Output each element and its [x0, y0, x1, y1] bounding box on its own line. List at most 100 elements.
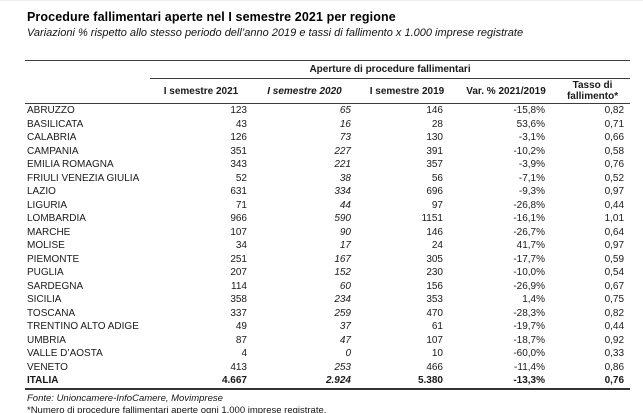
- region-cell: VALLE D’AOSTA: [27, 348, 103, 359]
- table-row: UMBRIA 87 47 107 -18,7% 0,92: [25, 334, 630, 348]
- value-cell: 305: [426, 253, 443, 265]
- table-row: PUGLIA 207 152 230 -10,0% 0,54: [25, 266, 630, 280]
- region-cell: ABRUZZO: [27, 105, 75, 116]
- value-cell: 413: [230, 361, 247, 373]
- value-cell: 73: [339, 132, 351, 143]
- column-header-row: I semestre 2021 I semestre 2020 I semest…: [25, 78, 631, 104]
- value-cell: 0,44: [604, 321, 625, 332]
- value-cell: 114: [231, 280, 247, 292]
- region-cell: SARDEGNA: [27, 280, 84, 292]
- table-row: TOSCANA 337 259 470 -28,3% 0,82: [25, 307, 630, 321]
- region-cell: UMBRIA: [27, 334, 66, 346]
- value-cell: 631: [230, 186, 247, 197]
- value-cell: -17,7%: [513, 253, 545, 265]
- region-cell: LOMBARDIA: [27, 213, 86, 224]
- value-cell: 353: [426, 294, 443, 305]
- value-cell: 47: [339, 334, 351, 346]
- value-cell: -19,7%: [513, 321, 545, 332]
- value-cell: -16,1%: [513, 213, 545, 224]
- value-cell: 343: [230, 159, 247, 170]
- value-cell: 391: [426, 145, 443, 157]
- value-cell: 0,54: [604, 267, 625, 278]
- table-body: ABRUZZO 123 65 146 -15,8% 0,82 BASILICATA 43 16 2…: [25, 104, 630, 375]
- value-cell: 0,92: [604, 334, 625, 346]
- value-cell: 146: [426, 105, 443, 116]
- column-header-tasso: Tasso di fallimento*: [555, 78, 631, 104]
- column-header-2021: I semestre 2021: [150, 78, 252, 104]
- table-footnotes: Fonte: Unioncamere-InfoCamere, Movimpres…: [25, 390, 630, 413]
- value-cell: 123: [230, 105, 247, 116]
- table-row: LIGURIA 71 44 97 -26,8% 0,44: [25, 199, 630, 213]
- table-row: MOLISE 34 17 24 41,7% 0,97: [25, 239, 630, 253]
- value-cell: 590: [334, 213, 351, 224]
- value-cell: 0,97: [604, 240, 625, 251]
- region-cell: VENETO: [27, 361, 68, 373]
- value-cell: 4: [241, 348, 247, 359]
- value-cell: 38: [339, 172, 351, 184]
- value-cell: 221: [334, 159, 351, 170]
- value-cell: 334: [334, 186, 351, 197]
- value-cell: 156: [426, 280, 443, 292]
- value-cell: 0,67: [604, 280, 625, 292]
- page-subtitle: Variazioni % rispetto allo stesso period…: [27, 27, 524, 39]
- value-cell: 41,7%: [516, 240, 545, 251]
- region-cell: FRIULI VENEZIA GIULIA: [27, 172, 140, 184]
- value-cell: -10,0%: [513, 267, 545, 278]
- region-cell: CALABRIA: [27, 132, 77, 143]
- value-cell: 466: [426, 361, 443, 373]
- total-value-cell: 0,76: [555, 374, 631, 390]
- region-cell: CAMPANIA: [27, 145, 79, 157]
- value-cell: 34: [235, 240, 247, 251]
- value-cell: 44: [339, 199, 351, 211]
- group-header: Aperture di procedure fallimentari: [150, 60, 631, 79]
- table-row: MARCHE 107 90 146 -26,7% 0,64: [25, 226, 630, 240]
- value-cell: 0,59: [604, 253, 625, 265]
- value-cell: -7,1%: [518, 172, 545, 184]
- value-cell: -15,8%: [513, 105, 545, 116]
- value-cell: 230: [426, 267, 443, 278]
- table-row: PIEMONTE 251 167 305 -17,7% 0,59: [25, 253, 630, 267]
- value-cell: 1,01: [604, 213, 625, 224]
- value-cell: 107: [230, 226, 247, 238]
- region-cell: EMILIA ROMAGNA: [27, 159, 114, 170]
- total-value-cell: 4.667: [150, 374, 252, 390]
- table-row: ABRUZZO 123 65 146 -15,8% 0,82: [25, 104, 630, 118]
- table-row: FRIULI VENEZIA GIULIA 52 38 56 -7,1% 0,52: [25, 172, 630, 186]
- bankruptcy-table: Aperture di procedure fallimentari I sem…: [25, 60, 631, 390]
- table-row: VALLE D’AOSTA 4 0 10 -60,0% 0,33: [25, 347, 630, 361]
- region-column-header: [25, 78, 150, 104]
- region-cell: MOLISE: [27, 240, 65, 251]
- table-row: EMILIA ROMAGNA 343 221 357 -3,9% 0,76: [25, 158, 630, 172]
- table-row: CALABRIA 126 73 130 -3,1% 0,66: [25, 131, 630, 145]
- value-cell: 43: [235, 118, 247, 130]
- page-title: Procedure fallimentari aperte nel I seme…: [27, 10, 396, 24]
- value-cell: 130: [426, 132, 443, 143]
- empty-corner-cell: [25, 61, 150, 79]
- column-header-var: Var. % 2021/2019: [457, 78, 555, 104]
- table-row: LOMBARDIA 966 590 1151 -16,1% 1,01: [25, 212, 630, 226]
- value-cell: 97: [431, 199, 443, 211]
- value-cell: 251: [230, 253, 247, 265]
- value-cell: 167: [334, 253, 351, 265]
- value-cell: 357: [426, 159, 443, 170]
- table-total: ITALIA 4.667 2.924 5.380 -13,3% 0,76: [25, 374, 631, 390]
- table-row: TRENTINO ALTO ADIGE 49 37 61 -19,7% 0,44: [25, 320, 630, 334]
- value-cell: -10,2%: [513, 145, 545, 157]
- value-cell: -26,8%: [513, 199, 545, 211]
- region-cell: LAZIO: [27, 186, 56, 197]
- value-cell: 0,33: [604, 348, 625, 359]
- value-cell: 0,82: [604, 105, 625, 116]
- value-cell: 0,97: [604, 186, 625, 197]
- value-cell: 1151: [421, 213, 443, 224]
- asterisk-note: *Numero di procedure fallimentari aperte…: [27, 404, 327, 413]
- value-cell: 0,82: [604, 307, 625, 319]
- column-header-2019: I semestre 2019: [357, 78, 457, 104]
- table-row: LAZIO 631 334 696 -9,3% 0,97: [25, 185, 630, 199]
- value-cell: 49: [235, 321, 247, 332]
- value-cell: -60,0%: [513, 348, 545, 359]
- value-cell: 470: [426, 307, 443, 319]
- value-cell: 61: [431, 321, 443, 332]
- value-cell: 87: [235, 334, 247, 346]
- value-cell: -3,1%: [518, 132, 545, 143]
